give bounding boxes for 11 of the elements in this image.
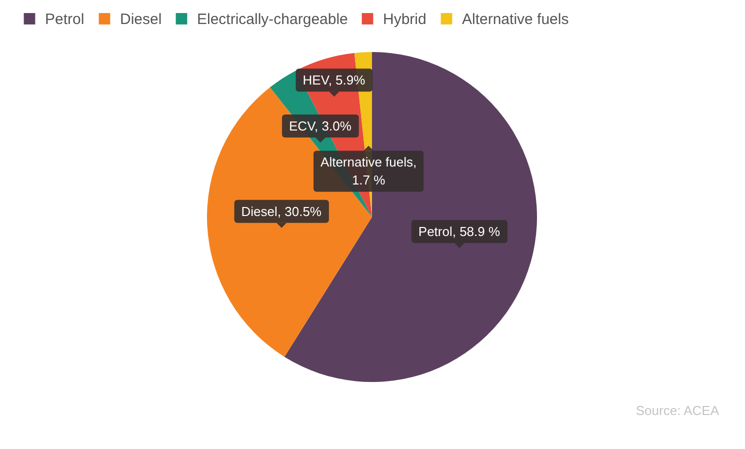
source-note: Source: ACEA [636, 403, 720, 418]
legend-label: Hybrid [383, 10, 426, 28]
data-label: Diesel, 30.5% [241, 204, 322, 219]
data-label: ECV, 3.0% [289, 118, 352, 134]
data-label: Petrol, 58.9 % [418, 224, 500, 240]
data-label: Alternative fuels, 1.7 % [320, 154, 417, 188]
legend-label: Diesel [120, 10, 162, 28]
legend-label: Petrol [45, 10, 84, 28]
data-label: HEV, 5.9% [302, 72, 366, 88]
legend-label: Alternative fuels [462, 10, 569, 28]
legend-label: Electrically-chargeable [197, 10, 348, 28]
